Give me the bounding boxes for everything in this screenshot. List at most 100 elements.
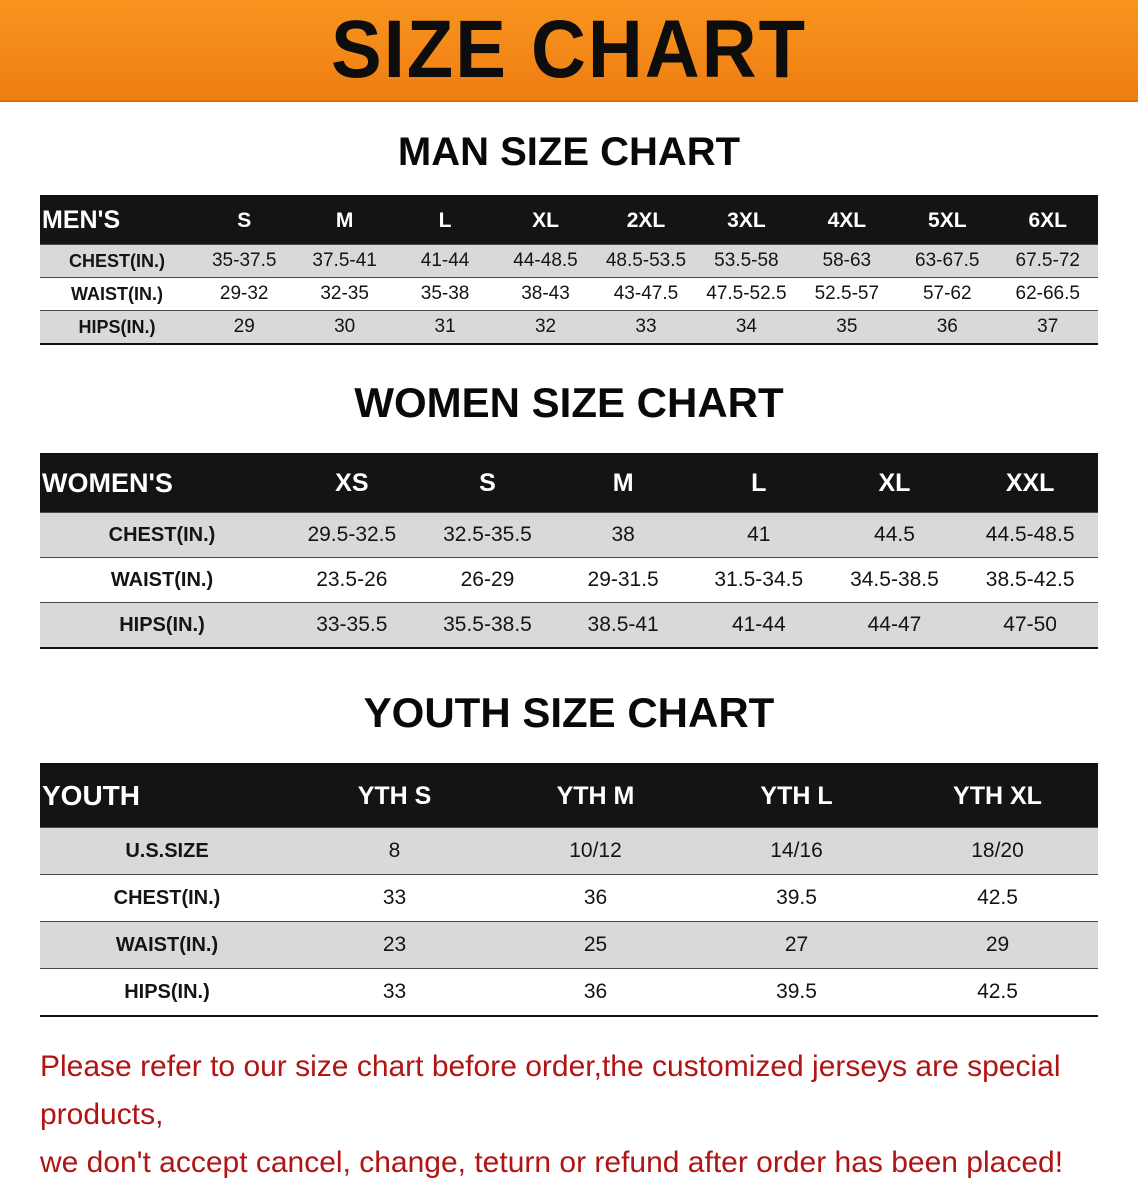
column-header: YTH M [495, 764, 696, 828]
table-cell: 29.5-32.5 [307, 523, 397, 546]
table-cell: 30 [334, 316, 356, 337]
table-cell: 29 [985, 933, 1010, 956]
womens-chart-heading: WOMEN SIZE CHART [354, 379, 784, 426]
table-cell: 33 [382, 980, 407, 1003]
column-header: 2XL [595, 196, 697, 245]
table-header-row: WOMEN'S XS S M L XL XXL [40, 454, 1098, 513]
table-row: U.S.SIZE 8 10/12 14/16 18/20 [40, 827, 1098, 875]
disclaimer-note: Please refer to our size chart before or… [40, 1043, 1098, 1187]
column-header: XL [826, 454, 963, 513]
table-cell: 29-32 [219, 283, 269, 304]
row-label: HIPS(IN.) [78, 316, 156, 337]
table-row: HIPS(IN.) 33 36 39.5 42.5 [40, 968, 1098, 1016]
table-cell: 62-66.5 [1015, 283, 1080, 304]
table-cell: 14/16 [770, 839, 823, 862]
disclaimer-line-1: Please refer to our size chart before or… [40, 1050, 1061, 1131]
womens-size-table: WOMEN'S XS S M L XL XXL CHEST(IN.) 29.5-32.5 32.5… [40, 453, 1098, 649]
column-header: M [294, 196, 395, 245]
table-cell: 44-47 [867, 613, 922, 636]
table-cell: 67.5-72 [1015, 250, 1080, 271]
column-header: 6XL [997, 196, 1098, 245]
table-cell: 8 [388, 839, 401, 862]
title-banner: SIZE CHART [0, 0, 1138, 102]
table-cell: 33 [382, 886, 407, 909]
table-row: CHEST(IN.) 33 36 39.5 42.5 [40, 874, 1098, 922]
row-label: CHEST(IN.) [69, 250, 165, 271]
table-cell: 23 [382, 933, 407, 956]
column-header: XXL [962, 454, 1098, 513]
disclaimer-line-2: we don't accept cancel, change, teturn o… [40, 1146, 1064, 1179]
table-title: WOMEN'S [40, 454, 284, 513]
row-label: CHEST(IN.) [113, 886, 221, 909]
table-cell: 32 [534, 316, 557, 337]
table-cell: 58-63 [822, 250, 872, 271]
table-cell: 57-62 [922, 283, 972, 304]
column-header: 4XL [796, 196, 898, 245]
table-cell: 35-38 [420, 283, 470, 304]
column-header: YTH XL [897, 764, 1098, 828]
table-cell: 42.5 [977, 886, 1018, 909]
table-title: YOUTH [40, 764, 294, 828]
row-label: HIPS(IN.) [124, 980, 210, 1003]
column-header: XS [284, 454, 420, 513]
table-cell: 31 [434, 316, 456, 337]
table-cell: 32.5-35.5 [443, 523, 532, 546]
column-header: XL [495, 196, 596, 245]
table-row: CHEST(IN.) 29.5-32.5 32.5-35.5 38 41 44.5 44.5… [40, 512, 1098, 558]
column-header: 5XL [897, 196, 998, 245]
table-cell: 53.5-58 [714, 250, 779, 271]
column-header: L [690, 454, 827, 513]
table-cell: 10/12 [569, 839, 622, 862]
table-cell: 31.5-34.5 [714, 568, 804, 591]
table-cell: 41 [747, 523, 771, 546]
table-cell: 37 [1037, 316, 1059, 337]
table-cell: 36 [583, 886, 608, 909]
table-row: HIPS(IN.) 29 30 31 32 33 34 35 36 37 [40, 310, 1098, 344]
table-cell: 52.5-57 [814, 283, 880, 304]
table-cell: 37.5-41 [312, 250, 377, 271]
table-title: MEN'S [40, 196, 194, 245]
table-row: HIPS(IN.) 33-35.5 35.5-38.5 38.5-41 41-44 44-… [40, 602, 1098, 648]
table-cell: 41-44 [731, 613, 786, 636]
table-cell: 34 [735, 316, 757, 337]
column-header: YTH L [696, 764, 897, 828]
table-cell: 63-67.5 [915, 250, 980, 271]
table-row: WAIST(IN.) 23 25 27 29 [40, 921, 1098, 969]
table-cell: 39.5 [776, 980, 817, 1003]
table-cell: 23.5-26 [316, 568, 388, 591]
table-row: CHEST(IN.) 35-37.5 37.5-41 41-44 44-48.5 48.5… [40, 244, 1098, 278]
table-cell: 33-35.5 [316, 613, 388, 636]
table-cell: 29 [233, 316, 255, 337]
column-header: M [555, 454, 691, 513]
table-cell: 38.5-41 [587, 613, 659, 636]
row-label: HIPS(IN.) [119, 613, 205, 636]
table-cell: 18/20 [971, 839, 1024, 862]
table-cell: 35.5-38.5 [443, 613, 532, 636]
mens-chart-heading: MAN SIZE CHART [397, 130, 741, 174]
table-row: WAIST(IN.) 29-32 32-35 35-38 38-43 43-47.5 47.… [40, 277, 1098, 311]
youth-size-table: YOUTH YTH S YTH M YTH L YTH XL U.S.SIZE 8 10/12… [40, 763, 1098, 1017]
table-cell: 34.5-38.5 [850, 568, 939, 591]
row-label: WAIST(IN.) [71, 283, 163, 304]
table-cell: 42.5 [977, 980, 1018, 1003]
table-cell: 35 [836, 316, 858, 337]
table-cell: 39.5 [776, 886, 817, 909]
table-cell: 26-29 [460, 568, 515, 591]
row-label: WAIST(IN.) [110, 568, 214, 591]
table-cell: 44.5-48.5 [985, 523, 1075, 546]
column-header: S [419, 454, 556, 513]
table-cell: 36 [583, 980, 608, 1003]
table-cell: 47-50 [1003, 613, 1057, 636]
column-header: YTH S [294, 764, 495, 828]
table-cell: 38.5-42.5 [985, 568, 1075, 591]
table-cell: 35-37.5 [211, 250, 277, 271]
column-header: L [394, 196, 496, 245]
table-header-row: YOUTH YTH S YTH M YTH L YTH XL [40, 764, 1098, 828]
row-label: CHEST(IN.) [108, 523, 216, 546]
table-row: WAIST(IN.) 23.5-26 26-29 29-31.5 31.5-34.5 34… [40, 557, 1098, 603]
table-cell: 43-47.5 [613, 283, 679, 304]
table-cell: 38 [611, 523, 635, 546]
table-cell: 44-48.5 [513, 250, 578, 271]
table-cell: 33 [635, 316, 657, 337]
table-cell: 25 [583, 933, 608, 956]
